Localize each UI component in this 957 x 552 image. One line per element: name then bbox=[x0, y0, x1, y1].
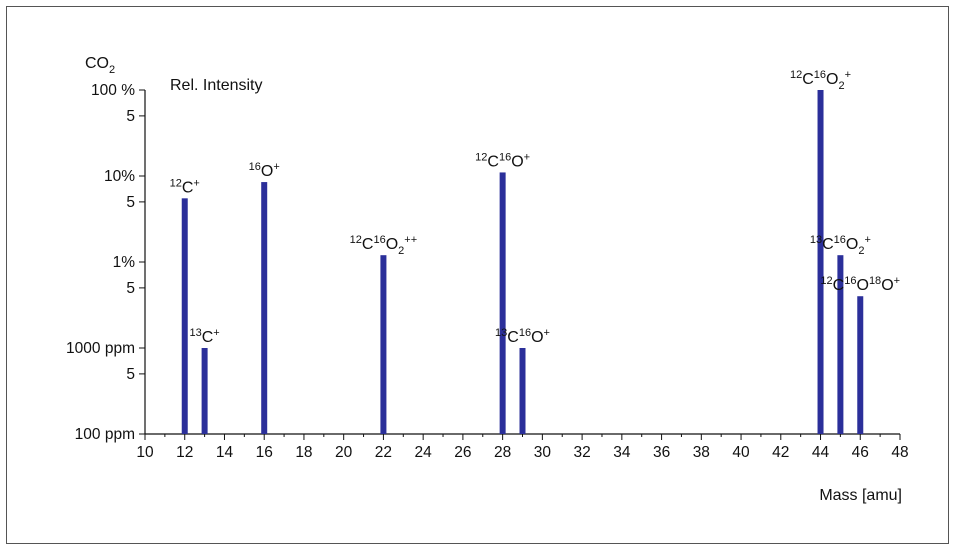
label-part: 13 bbox=[189, 327, 201, 339]
bar-labels: 12C+13C+16O+12C16O2++12C16O+13C16O+12C16… bbox=[170, 69, 900, 346]
label-part: 2 bbox=[398, 245, 404, 257]
y-tick-label: 10% bbox=[104, 168, 135, 185]
bar-mass-46 bbox=[857, 296, 864, 434]
x-tick-label: 12 bbox=[176, 444, 193, 461]
x-tick-label: 38 bbox=[693, 444, 710, 461]
bar-mass-44 bbox=[817, 90, 824, 434]
y-tick-label: 1000 ppm bbox=[66, 340, 135, 357]
label-part: 12 bbox=[170, 177, 182, 189]
label-part: O bbox=[261, 163, 273, 180]
bar-mass-12 bbox=[181, 198, 188, 434]
label-part: 13 bbox=[810, 234, 822, 246]
x-tick-label: 46 bbox=[852, 444, 869, 461]
label-part: 16 bbox=[519, 327, 531, 339]
label-part: 16 bbox=[373, 234, 385, 246]
bars bbox=[181, 90, 864, 434]
label-part: ++ bbox=[404, 234, 417, 246]
label-part: + bbox=[845, 69, 851, 81]
label-part: 16 bbox=[814, 69, 826, 81]
label-part: O bbox=[531, 329, 543, 346]
bar-mass-29 bbox=[519, 348, 526, 434]
label-part: C bbox=[833, 277, 845, 294]
x-tick-label: 44 bbox=[812, 444, 830, 461]
label-part: 12 bbox=[475, 151, 487, 163]
bar-label-mass-28: 12C16O+ bbox=[475, 151, 530, 170]
label-part: + bbox=[864, 234, 870, 246]
label-part: 16 bbox=[834, 234, 846, 246]
label-part: O bbox=[511, 153, 523, 170]
label-part: C bbox=[487, 153, 499, 170]
label-part: O bbox=[856, 277, 868, 294]
label-part: C bbox=[822, 236, 834, 253]
x-tick-label: 24 bbox=[415, 444, 433, 461]
bar-label-mass-44: 12C16O2+ bbox=[790, 69, 851, 92]
x-tick-label: 28 bbox=[494, 444, 511, 461]
y-tick-label: 5 bbox=[126, 194, 135, 211]
x-tick-label: 32 bbox=[573, 444, 590, 461]
x-tick-label: 42 bbox=[772, 444, 789, 461]
label-part: 16 bbox=[249, 161, 261, 173]
label-part: 12 bbox=[820, 275, 832, 287]
x-tick-label: 26 bbox=[454, 444, 471, 461]
bar-mass-28 bbox=[499, 172, 506, 434]
y-tick-label: 100 % bbox=[91, 82, 135, 99]
label-part: + bbox=[213, 327, 219, 339]
bar-label-mass-13: 13C+ bbox=[189, 327, 219, 346]
label-part: 2 bbox=[858, 245, 864, 257]
x-tick-label: 16 bbox=[256, 444, 273, 461]
x-tick-label: 40 bbox=[732, 444, 750, 461]
label-part: C bbox=[802, 71, 814, 88]
bar-label-mass-22: 12C16O2++ bbox=[350, 234, 418, 257]
label-part: 2 bbox=[839, 80, 845, 92]
bar-label-mass-45: 13C16O2+ bbox=[810, 234, 871, 257]
label-part: C bbox=[362, 236, 374, 253]
y-tick-label: 1% bbox=[113, 254, 136, 271]
label-part: C bbox=[202, 329, 214, 346]
x-tick-label: 48 bbox=[891, 444, 908, 461]
x-axis-label: Mass [amu] bbox=[819, 487, 902, 504]
label-part: C bbox=[182, 179, 194, 196]
bar-label-mass-12: 12C+ bbox=[170, 177, 200, 196]
bar-mass-22 bbox=[380, 255, 387, 434]
label-part: O bbox=[826, 71, 838, 88]
bar-label-mass-29: 13C16O+ bbox=[495, 327, 550, 346]
y-tick-label: 100 ppm bbox=[75, 426, 135, 443]
x-tick-label: 36 bbox=[653, 444, 670, 461]
label-part: + bbox=[544, 327, 550, 339]
label-part: C bbox=[507, 329, 519, 346]
label-part: 16 bbox=[499, 151, 511, 163]
x-tick-label: 20 bbox=[335, 444, 353, 461]
label-part: 12 bbox=[790, 69, 802, 81]
x-tick-label: 30 bbox=[534, 444, 552, 461]
axes: 10 12 14 16 18 20 22 24 26 28 30 32 34 36 38 40 42 44 46 48… bbox=[66, 82, 909, 461]
label-part: + bbox=[524, 151, 530, 163]
y-tick-label: 5 bbox=[126, 280, 135, 297]
bar-mass-16 bbox=[261, 182, 268, 434]
corner-label: CO2 bbox=[85, 55, 115, 76]
x-tick-label: 10 bbox=[136, 444, 154, 461]
x-tick-label: 14 bbox=[216, 444, 234, 461]
label-part: + bbox=[894, 275, 900, 287]
y-axis-label: Rel. Intensity bbox=[170, 77, 262, 94]
label-part: + bbox=[273, 161, 279, 173]
y-tick-label: 5 bbox=[126, 366, 135, 383]
bar-label-mass-46: 12C16O18O+ bbox=[820, 275, 900, 294]
label-part: O bbox=[881, 277, 893, 294]
label-part: 13 bbox=[495, 327, 507, 339]
label-part: O bbox=[386, 236, 398, 253]
x-tick-label: 22 bbox=[375, 444, 392, 461]
label-part: O bbox=[846, 236, 858, 253]
bar-label-mass-16: 16O+ bbox=[249, 161, 280, 180]
x-tick-label: 34 bbox=[613, 444, 631, 461]
chart-frame bbox=[6, 6, 949, 544]
label-part: 12 bbox=[350, 234, 362, 246]
x-tick-label: 18 bbox=[295, 444, 312, 461]
label-part: 18 bbox=[869, 275, 881, 287]
bar-mass-45 bbox=[837, 255, 844, 434]
bar-mass-13 bbox=[201, 348, 208, 434]
label-part: + bbox=[193, 177, 199, 189]
label-part: 16 bbox=[844, 275, 856, 287]
y-tick-label: 5 bbox=[126, 108, 135, 125]
